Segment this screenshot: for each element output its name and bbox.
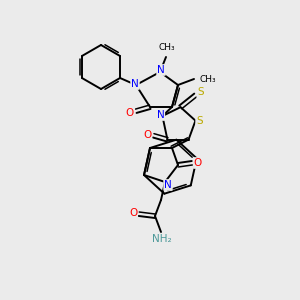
Text: S: S (196, 116, 203, 126)
Text: S: S (197, 87, 204, 97)
Text: O: O (129, 208, 137, 218)
Text: O: O (143, 130, 152, 140)
Text: NH₂: NH₂ (152, 234, 172, 244)
Text: CH₃: CH₃ (200, 74, 217, 83)
Text: O: O (126, 108, 134, 118)
Text: N: N (164, 180, 172, 190)
Text: N: N (131, 79, 139, 89)
Text: CH₃: CH₃ (159, 43, 175, 52)
Text: O: O (194, 158, 202, 168)
Text: N: N (157, 110, 164, 120)
Text: N: N (157, 65, 165, 75)
